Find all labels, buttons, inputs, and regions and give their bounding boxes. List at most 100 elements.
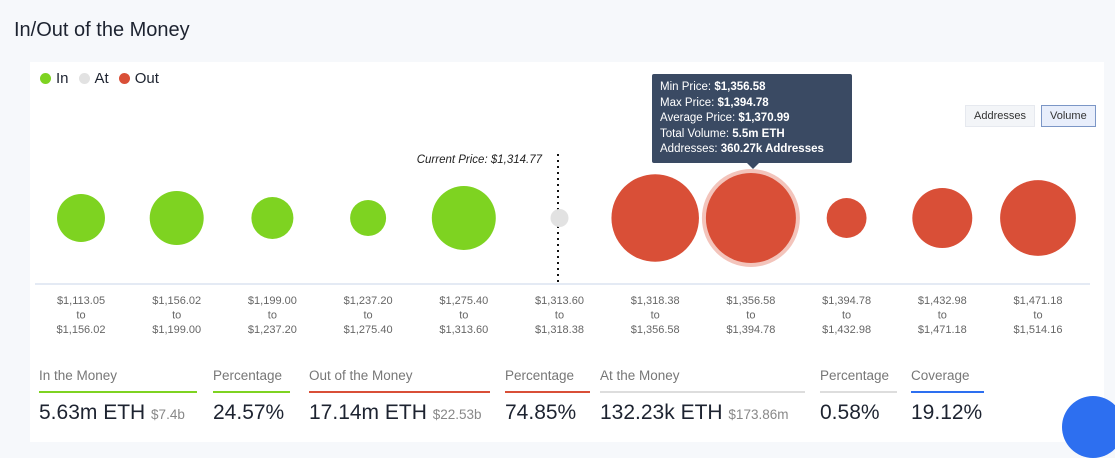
bubble-out[interactable]: [912, 188, 973, 248]
stat-value: 132.23k ETH $173.86m: [600, 401, 805, 425]
tick-label: $1,199.00: [248, 295, 297, 307]
tick-label: $1,156.02: [152, 295, 201, 307]
stat-0: In the Money 5.63m ETH $7.4b: [39, 368, 197, 425]
stat-main: 17.14m ETH: [309, 401, 427, 424]
stat-value: 17.14m ETH $22.53b: [309, 401, 490, 425]
tick-label: to: [172, 310, 181, 322]
tick-label: $1,318.38: [631, 295, 680, 307]
bubble-in[interactable]: [149, 191, 204, 245]
stat-value: 5.63m ETH $7.4b: [39, 401, 197, 425]
tick-label: $1,432.98: [918, 295, 967, 307]
stat-label: At the Money: [600, 368, 805, 393]
stat-5: Percentage 0.58%: [820, 368, 897, 425]
stat-label: Coverage: [911, 368, 984, 393]
bubble-out[interactable]: [611, 174, 699, 262]
in-dot-icon: [40, 73, 51, 84]
stat-main: 0.58%: [820, 401, 880, 424]
stat-usd: $173.86m: [728, 407, 789, 422]
stat-label: Percentage: [505, 368, 590, 393]
tooltip-label: Max Price:: [660, 96, 715, 109]
tick-label: $1,356.58: [726, 295, 775, 307]
bubble-chart: Current Price: $1,314.77 $1,113.05 to $1,15…: [35, 154, 1090, 336]
tooltip-max-price: $1,394.78: [717, 96, 769, 109]
page-title: In/Out of the Money: [14, 19, 190, 41]
bubble-out[interactable]: [826, 198, 867, 238]
tooltip-volume: 5.5m ETH: [732, 127, 785, 140]
bubble-in[interactable]: [350, 200, 387, 236]
tooltip-label: Min Price:: [660, 81, 712, 93]
tick-label: $1,356.58: [631, 324, 680, 336]
tooltip-label: Addresses:: [660, 143, 718, 155]
stat-1: Percentage 24.57%: [213, 368, 290, 425]
at-dot-icon: [78, 73, 90, 84]
volume-toggle[interactable]: Volume: [1041, 105, 1096, 127]
bubble-out[interactable]: [705, 173, 796, 263]
tick-label: to: [268, 310, 277, 322]
stat-label: Percentage: [213, 368, 290, 393]
chat-button[interactable]: [1062, 396, 1115, 458]
stat-value: 0.58%: [820, 401, 897, 425]
tick-label: to: [76, 310, 85, 322]
tick-label: $1,394.78: [726, 324, 775, 336]
legend-in[interactable]: In: [40, 70, 69, 87]
stat-usd: $22.53b: [432, 407, 482, 422]
stat-4: At the Money 132.23k ETH $173.86m: [600, 368, 805, 425]
stat-label: Out of the Money: [309, 368, 490, 393]
tick-label: to: [1033, 310, 1042, 322]
addresses-toggle[interactable]: Addresses: [965, 105, 1035, 127]
legend-label: At: [94, 70, 109, 87]
tick-label: $1,313.60: [535, 295, 584, 307]
legend-label: Out: [134, 70, 159, 87]
in-out-money-card: In At Out Addresses Volume Current Price…: [30, 62, 1104, 442]
tooltip-min-price: $1,356.58: [714, 81, 766, 93]
tick-label: $1,471.18: [1014, 295, 1063, 307]
tooltip-label: Total Volume:: [660, 127, 730, 140]
tick-label: $1,199.00: [152, 324, 201, 336]
tick-label: to: [459, 310, 468, 322]
stat-6: Coverage 19.12%: [911, 368, 984, 425]
bubble-in[interactable]: [57, 194, 105, 242]
stat-main: 5.63m ETH: [39, 401, 146, 424]
legend-at[interactable]: At: [78, 70, 109, 87]
stat-value: 74.85%: [505, 401, 590, 425]
tooltip-addresses: 360.27k Addresses: [720, 143, 824, 155]
tick-label: to: [938, 310, 947, 322]
stat-2: Out of the Money 17.14m ETH $22.53b: [309, 368, 490, 425]
tick-label: $1,432.98: [822, 324, 871, 336]
tick-label: to: [842, 310, 851, 322]
current-price-label: Current Price: $1,314.77: [417, 154, 543, 166]
bubble-in[interactable]: [251, 196, 294, 240]
stat-main: 24.57%: [213, 401, 285, 424]
tick-label: $1,156.02: [57, 324, 106, 336]
legend-out[interactable]: Out: [118, 70, 159, 87]
tick-label: $1,237.20: [248, 324, 297, 336]
tick-label: $1,394.78: [822, 295, 871, 307]
stat-3: Percentage 74.85%: [505, 368, 590, 425]
tick-label: $1,514.16: [1014, 324, 1063, 336]
bubble-at[interactable]: [550, 209, 569, 227]
stat-value: 24.57%: [213, 401, 290, 425]
stat-label: In the Money: [39, 368, 197, 393]
tick-label: $1,313.60: [439, 324, 488, 336]
stat-label: Percentage: [820, 368, 897, 393]
stat-value: 19.12%: [911, 401, 984, 425]
bubble-out[interactable]: [1000, 180, 1076, 256]
stat-main: 74.85%: [505, 401, 577, 424]
bubble-in[interactable]: [431, 186, 496, 250]
tick-label: to: [555, 310, 564, 322]
tooltip-label: Average Price:: [660, 112, 736, 124]
tick-label: $1,237.20: [344, 295, 393, 307]
tick-label: $1,275.40: [439, 295, 488, 307]
tick-label: $1,471.18: [918, 324, 967, 336]
tick-label: $1,318.38: [535, 324, 584, 336]
tooltip-avg-price: $1,370.99: [738, 112, 790, 124]
legend: In At Out: [40, 70, 159, 87]
chart-tooltip: Min Price: $1,356.58 Max Price: $1,394.7…: [652, 74, 852, 168]
tick-label: to: [364, 310, 373, 322]
out-dot-icon: [118, 73, 130, 84]
stat-main: 132.23k ETH: [600, 401, 723, 424]
tick-label: to: [651, 310, 660, 322]
tick-label: $1,275.40: [344, 324, 393, 336]
legend-label: In: [56, 70, 69, 87]
tick-label: to: [746, 310, 755, 322]
